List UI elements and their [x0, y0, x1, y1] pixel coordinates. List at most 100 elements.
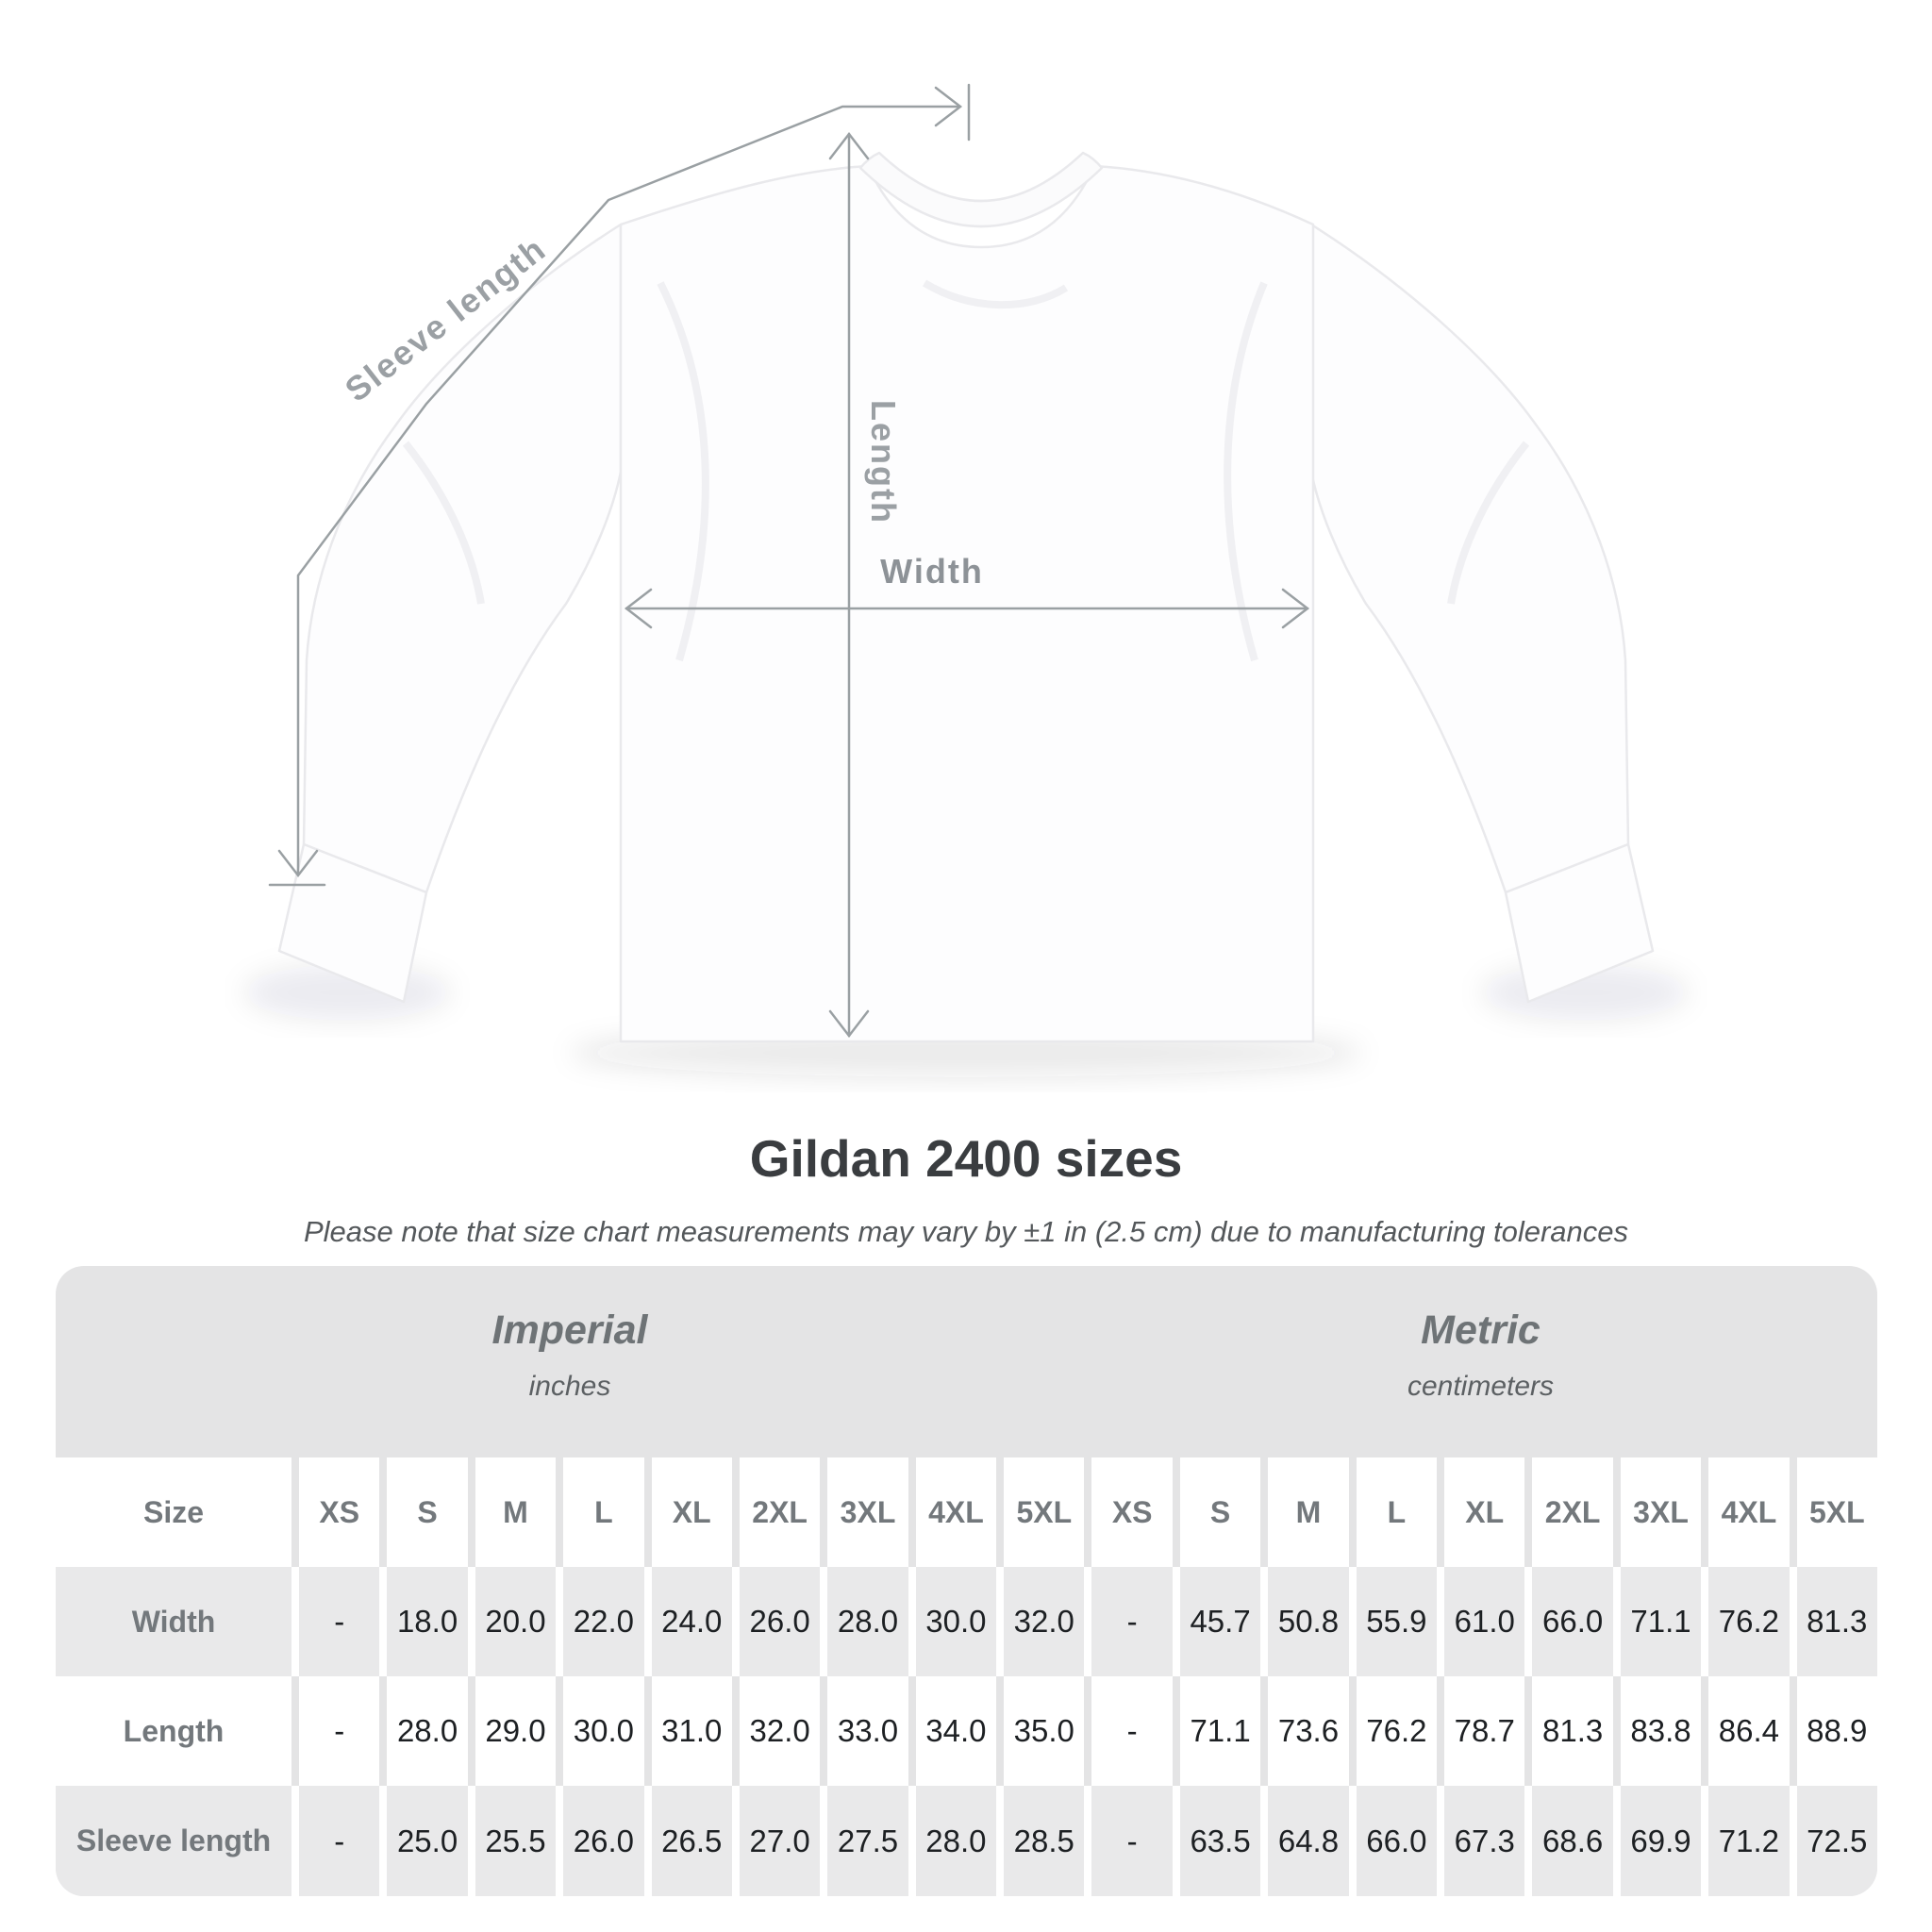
value-imperial-4xl: 28.0	[908, 1786, 997, 1896]
size-header-imperial-m: M	[467, 1457, 557, 1567]
size-header-metric-2xl: 2XL	[1524, 1457, 1613, 1567]
value-imperial-2xl: 26.0	[731, 1567, 821, 1676]
value-metric-s: 45.7	[1172, 1567, 1261, 1676]
value-imperial-xs: -	[291, 1676, 380, 1786]
right-cuff	[1504, 842, 1655, 1004]
value-metric-3xl: 69.9	[1612, 1786, 1702, 1896]
size-header-imperial-3xl: 3XL	[820, 1457, 908, 1567]
value-imperial-s: 28.0	[379, 1676, 468, 1786]
value-metric-s: 63.5	[1172, 1786, 1261, 1896]
value-metric-2xl: 66.0	[1524, 1567, 1613, 1676]
unit-system-band: Imperial inches Metric centimeters	[56, 1266, 1877, 1457]
shirt-measurement-diagram: Sleeve length Length Width	[243, 83, 1689, 1077]
fold-shading	[402, 279, 1530, 662]
imperial-group-header: Imperial inches	[56, 1266, 1084, 1457]
table-row-sleeve-length: Sleeve length -25.0 25.5 26.0 26.5 27.0 27.5 28…	[56, 1786, 1877, 1896]
size-header-imperial-s: S	[379, 1457, 468, 1567]
page-title: Gildan 2400 sizes	[749, 1129, 1183, 1188]
value-metric-m: 64.8	[1260, 1786, 1349, 1896]
value-imperial-m: 25.5	[467, 1786, 557, 1896]
value-metric-xl: 78.7	[1437, 1676, 1525, 1786]
size-header-metric-m: M	[1260, 1457, 1349, 1567]
value-imperial-5xl: 35.0	[996, 1676, 1085, 1786]
size-header-metric-4xl: 4XL	[1701, 1457, 1790, 1567]
value-imperial-l: 22.0	[556, 1567, 644, 1676]
value-metric-2xl: 81.3	[1524, 1676, 1613, 1786]
value-metric-l: 76.2	[1348, 1676, 1438, 1786]
size-header-metric-5xl: 5XL	[1789, 1457, 1877, 1567]
imperial-label: Imperial	[491, 1307, 648, 1353]
size-header-row: Size XS S M L XL 2XL 3XL 4XL 5XL XS S M L XL 2XL 3XL 4XL 5…	[56, 1457, 1877, 1567]
size-header-metric-xs: XS	[1084, 1457, 1173, 1567]
value-metric-3xl: 71.1	[1612, 1567, 1702, 1676]
value-metric-m: 73.6	[1260, 1676, 1349, 1786]
length-measure-line	[828, 131, 870, 1039]
value-imperial-3xl: 28.0	[820, 1567, 908, 1676]
value-metric-4xl: 76.2	[1701, 1567, 1790, 1676]
value-imperial-2xl: 32.0	[731, 1676, 821, 1786]
value-imperial-s: 18.0	[379, 1567, 468, 1676]
metric-unit-label: centimeters	[1407, 1371, 1555, 1402]
value-imperial-xs: -	[291, 1786, 380, 1896]
row-label: Width	[56, 1567, 291, 1676]
value-metric-xs: -	[1084, 1676, 1173, 1786]
shirt-body	[619, 164, 1315, 1043]
size-header-imperial-5xl: 5XL	[996, 1457, 1085, 1567]
value-metric-3xl: 83.8	[1612, 1676, 1702, 1786]
size-header-imperial-2xl: 2XL	[731, 1457, 821, 1567]
value-imperial-2xl: 27.0	[731, 1786, 821, 1896]
size-header-metric-l: L	[1348, 1457, 1438, 1567]
metric-label: Metric	[1421, 1307, 1541, 1353]
metric-group-header: Metric centimeters	[1084, 1266, 1877, 1457]
value-imperial-l: 30.0	[556, 1676, 644, 1786]
row-label: Length	[56, 1676, 291, 1786]
value-imperial-3xl: 33.0	[820, 1676, 908, 1786]
length-label: Length	[864, 400, 903, 525]
right-sleeve	[1309, 223, 1630, 894]
value-imperial-l: 26.0	[556, 1786, 644, 1896]
sleeve-length-measure-line	[268, 83, 971, 887]
value-imperial-s: 25.0	[379, 1786, 468, 1896]
value-imperial-5xl: 32.0	[996, 1567, 1085, 1676]
width-label: Width	[880, 552, 984, 591]
size-header-metric-xl: XL	[1437, 1457, 1525, 1567]
long-sleeve-shirt-illustration	[277, 151, 1655, 1043]
value-metric-4xl: 86.4	[1701, 1676, 1790, 1786]
value-imperial-4xl: 30.0	[908, 1567, 997, 1676]
size-header-imperial-l: L	[556, 1457, 644, 1567]
value-metric-xl: 67.3	[1437, 1786, 1525, 1896]
value-metric-xs: -	[1084, 1786, 1173, 1896]
value-metric-4xl: 71.2	[1701, 1786, 1790, 1896]
value-metric-l: 66.0	[1348, 1786, 1438, 1896]
value-metric-2xl: 68.6	[1524, 1786, 1613, 1896]
row-label: Sleeve length	[56, 1786, 291, 1896]
size-header-imperial-xl: XL	[643, 1457, 732, 1567]
value-imperial-xl: 24.0	[643, 1567, 732, 1676]
value-metric-5xl: 81.3	[1789, 1567, 1877, 1676]
value-imperial-xs: -	[291, 1567, 380, 1676]
value-imperial-4xl: 34.0	[908, 1676, 997, 1786]
width-measure-line	[624, 588, 1310, 629]
value-metric-m: 50.8	[1260, 1567, 1349, 1676]
value-metric-xl: 61.0	[1437, 1567, 1525, 1676]
value-metric-l: 55.9	[1348, 1567, 1438, 1676]
size-table: Imperial inches Metric centimeters Size X…	[56, 1266, 1877, 1896]
value-imperial-xl: 26.5	[643, 1786, 732, 1896]
table-row-length: Length -28.0 29.0 30.0 31.0 32.0 33.0 34.0 35.0-…	[56, 1676, 1877, 1786]
value-imperial-3xl: 27.5	[820, 1786, 908, 1896]
measurement-annotations	[268, 83, 1310, 1039]
value-imperial-m: 29.0	[467, 1676, 557, 1786]
table-row-width: Width -18.0 20.0 22.0 24.0 26.0 28.0 30.0 32.0-4…	[56, 1567, 1877, 1676]
value-metric-s: 71.1	[1172, 1676, 1261, 1786]
imperial-unit-label: inches	[528, 1371, 611, 1402]
value-metric-xs: -	[1084, 1567, 1173, 1676]
value-imperial-5xl: 28.5	[996, 1786, 1085, 1896]
value-metric-5xl: 88.9	[1789, 1676, 1877, 1786]
value-imperial-xl: 31.0	[643, 1676, 732, 1786]
size-column-header: Size	[56, 1457, 291, 1567]
size-header-metric-3xl: 3XL	[1612, 1457, 1702, 1567]
size-header-imperial-xs: XS	[291, 1457, 380, 1567]
value-metric-5xl: 72.5	[1789, 1786, 1877, 1896]
page-subtitle: Please note that size chart measurements…	[303, 1215, 1629, 1248]
left-sleeve	[302, 223, 623, 894]
